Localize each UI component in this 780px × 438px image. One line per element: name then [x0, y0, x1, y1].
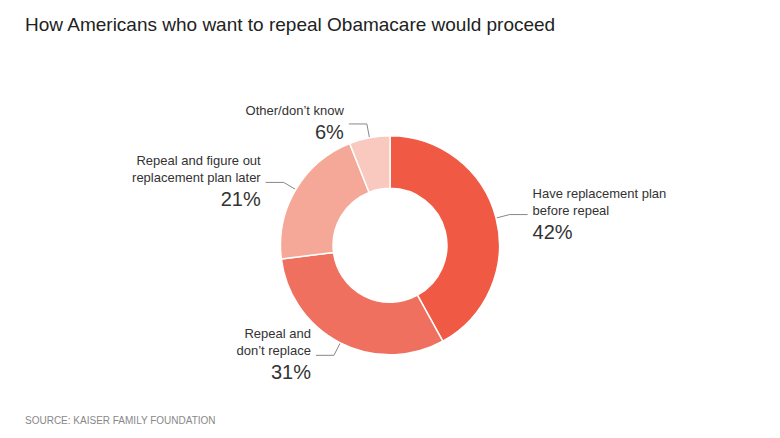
- svg-text:replacement plan later: replacement plan later: [132, 170, 261, 185]
- svg-text:SOURCE: KAISER FAMILY FOUNDATI: SOURCE: KAISER FAMILY FOUNDATION: [25, 415, 216, 426]
- svg-text:before repeal: before repeal: [533, 203, 610, 218]
- svg-text:Have replacement plan: Have replacement plan: [533, 186, 667, 201]
- svg-text:don’t replace: don’t replace: [236, 343, 310, 358]
- svg-text:How Americans who want to repe: How Americans who want to repeal Obamaca…: [25, 14, 555, 35]
- svg-text:42%: 42%: [533, 221, 573, 243]
- svg-text:6%: 6%: [315, 121, 344, 143]
- svg-text:31%: 31%: [271, 361, 311, 383]
- svg-text:Repeal and: Repeal and: [244, 326, 311, 341]
- svg-text:21%: 21%: [221, 188, 261, 210]
- svg-text:Repeal and figure out: Repeal and figure out: [136, 153, 261, 168]
- svg-text:Other/don’t know: Other/don’t know: [246, 103, 345, 118]
